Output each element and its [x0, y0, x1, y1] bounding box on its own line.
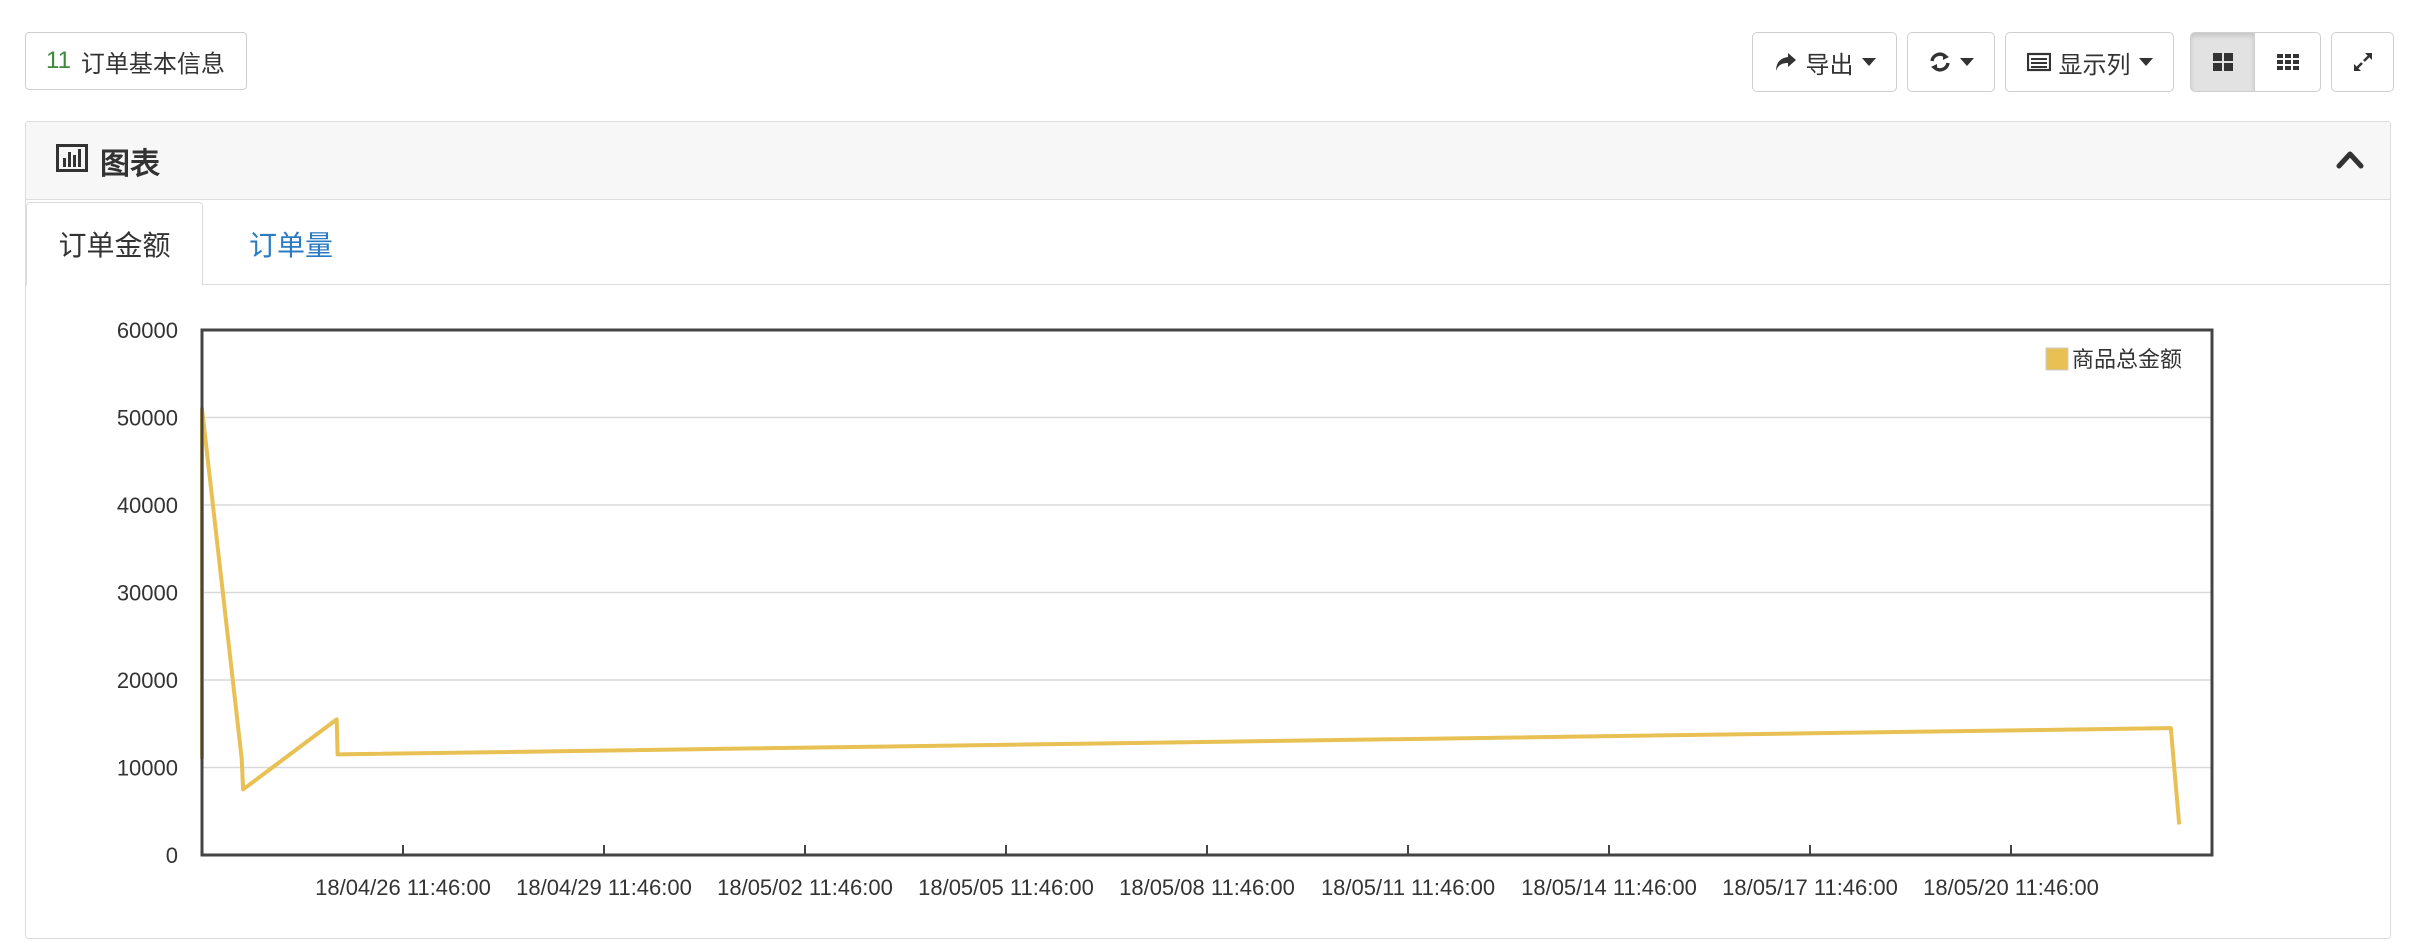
y-tick-label: 10000	[117, 756, 178, 781]
card-view-button[interactable]	[2190, 32, 2255, 92]
record-count-label: 订单基本信息	[80, 50, 225, 78]
chart-legend: 商品总金额	[2045, 347, 2182, 373]
x-tick-label: 18/05/11 11:46:00	[1321, 875, 1495, 900]
line-chart: 0 10000 20000 30000 40000 50000 60000 18/04/26…	[117, 318, 2214, 900]
x-tick-label: 18/05/05 11:46:00	[918, 875, 1094, 900]
record-count-button[interactable]: 11 订单基本信息	[25, 32, 247, 90]
chart-panel: 图表 订单金额 订单量 0 10000 20000 30000 40000 50000 60…	[25, 121, 2391, 939]
refresh-icon	[1928, 51, 1952, 73]
fullscreen-icon	[2352, 51, 2374, 73]
export-button[interactable]: 导出	[1752, 32, 1897, 92]
x-tick-label: 18/05/02 11:46:00	[717, 875, 893, 900]
y-tick-label: 60000	[117, 318, 178, 343]
legend-swatch	[2045, 347, 2069, 371]
chart-x-axis: 18/04/26 11:46:00 18/04/29 11:46:00 18/05/…	[315, 845, 2099, 900]
table-view-button[interactable]	[2254, 32, 2321, 92]
panel-title: 图表	[100, 147, 160, 181]
tab-order-quantity[interactable]: 订单量	[248, 230, 333, 261]
chevron-down-icon	[2138, 58, 2153, 66]
panel-header: 图表	[26, 122, 2390, 200]
y-tick-label: 0	[166, 843, 178, 868]
record-count-number: 11	[46, 47, 71, 74]
share-icon	[1774, 51, 1798, 73]
y-tick-label: 20000	[117, 668, 178, 693]
chart-y-axis: 0 10000 20000 30000 40000 50000 60000	[117, 318, 178, 868]
legend-label: 商品总金额	[2072, 348, 2182, 373]
tab-bar: 订单金额 订单量	[26, 200, 2390, 286]
bar-chart-icon	[56, 144, 88, 177]
x-tick-label: 18/04/26 11:46:00	[315, 875, 491, 900]
x-tick-label: 18/05/17 11:46:00	[1722, 875, 1898, 900]
series-line-total-amount	[200, 406, 2182, 825]
y-tick-label: 40000	[117, 493, 178, 518]
chevron-down-icon	[1960, 58, 1974, 66]
columns-icon	[2026, 52, 2051, 72]
export-label: 导出	[1805, 51, 1854, 79]
x-tick-label: 18/04/29 11:46:00	[516, 875, 692, 900]
chevron-down-icon	[1861, 58, 1876, 66]
refresh-dropdown-button[interactable]	[1907, 32, 1995, 92]
chevron-up-icon[interactable]	[2336, 146, 2364, 179]
x-tick-label: 18/05/14 11:46:00	[1521, 875, 1697, 900]
grid-large-icon	[2212, 52, 2234, 72]
grid-small-icon	[2276, 52, 2300, 72]
chart-gridlines	[202, 329, 2212, 856]
plot-area-frame	[200, 328, 2214, 857]
tab-order-amount[interactable]: 订单金额	[26, 202, 203, 286]
columns-label: 显示列	[2058, 51, 2131, 79]
x-tick-label: 18/05/08 11:46:00	[1119, 875, 1295, 900]
fullscreen-button[interactable]	[2331, 32, 2394, 92]
columns-button[interactable]: 显示列	[2005, 32, 2174, 92]
y-tick-label: 30000	[117, 581, 178, 606]
y-tick-label: 50000	[117, 406, 178, 431]
x-tick-label: 18/05/20 11:46:00	[1923, 875, 2099, 900]
